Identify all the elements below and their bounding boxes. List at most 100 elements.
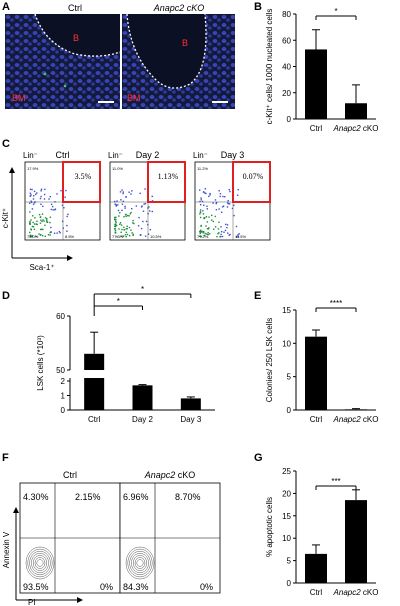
flow-event [122, 235, 125, 237]
y-tick-label: 5 [287, 557, 292, 566]
panel-letter-d: D [2, 290, 10, 302]
flow-event [208, 216, 210, 218]
panel-letter-g: G [254, 452, 263, 464]
flow-event [29, 222, 31, 225]
flow-event [125, 235, 127, 238]
flow-event [49, 195, 51, 198]
y-tick-label: 25 [282, 467, 291, 476]
ctrl-bm-label: BM [12, 93, 26, 103]
flow-event [119, 222, 122, 224]
flow-event [125, 231, 128, 234]
flow-event [144, 188, 146, 190]
flow-event [203, 217, 205, 219]
y-axis-title: c-Kit⁺ cells/ 1000 nucleated cells [265, 9, 274, 125]
y-tick-label: 60 [282, 36, 291, 45]
flow-event [151, 195, 153, 198]
flow-event [61, 220, 64, 223]
lsk-gate-0 [62, 161, 101, 203]
flow-event [208, 195, 210, 198]
quadrant-q1-percent-2: 11.2% [197, 166, 208, 171]
flow-event [40, 188, 43, 190]
flow-plot-title-0: Ctrl [63, 470, 77, 480]
flow-event [54, 209, 56, 211]
flow-event [36, 223, 38, 226]
flow-event [123, 229, 126, 231]
flow-event [220, 235, 222, 238]
flow-event [145, 220, 148, 223]
flow-event [149, 210, 151, 212]
flow-event [118, 215, 120, 217]
y-axis-title: LSK cells (*10³) [36, 335, 45, 391]
flow-event [202, 232, 204, 234]
flow-event [141, 205, 143, 207]
flow-plot-title-1: Day 2 [136, 150, 160, 160]
flow-event [202, 210, 204, 212]
flow-event [50, 226, 52, 229]
category-label-1: Anapc2 cKO [333, 588, 379, 597]
significance-marker: **** [330, 299, 342, 308]
category-label-2: Day 3 [180, 415, 201, 424]
flow-event [29, 202, 31, 205]
y-tick-label: 10 [282, 339, 291, 348]
flow-event [208, 233, 211, 235]
bar-0 [305, 553, 327, 583]
flow-event [132, 233, 134, 236]
flow-event [220, 211, 223, 213]
y-tick-label: 20 [282, 489, 291, 498]
ctrl-bone-label: B [73, 33, 80, 43]
flow-event [139, 192, 141, 195]
bar-upper-0 [84, 353, 105, 370]
contour-line [125, 546, 155, 580]
flow-event [42, 205, 44, 208]
panel-letter-e: E [254, 290, 262, 302]
flow-event [203, 234, 206, 237]
panel-a-cko-title: Anapc2 cKO [153, 3, 205, 13]
flow-event [114, 229, 117, 232]
x-axis-title: Sca-1⁺ [29, 263, 54, 272]
significance-marker: *** [331, 477, 340, 486]
flow-event [228, 234, 230, 236]
flow-event [228, 203, 231, 205]
flow-event [221, 206, 224, 208]
flow-event [200, 225, 202, 227]
flow-event [142, 220, 144, 223]
flow-event [199, 216, 202, 219]
flow-event [42, 228, 44, 231]
flow-event [41, 213, 44, 215]
flow-event [43, 193, 46, 196]
panel-f-flow-plots: Ctrl 4.30% 2.15% 93.5% 0% Anapc2 cKO 6.96% 8.70… [2, 470, 221, 606]
chart-d: 0 1 2 50 60 Ctrl Day 2 Day 3 LSK cells (*10³) * * [36, 285, 215, 424]
flow-event [218, 208, 220, 210]
flow-event [128, 226, 131, 229]
flow-event [151, 200, 154, 202]
cko-bm-label: BM [127, 93, 141, 103]
upper-right-percent-0: 2.15% [75, 492, 101, 502]
flow-event [114, 219, 117, 221]
flow-event [40, 190, 42, 192]
flow-event [114, 232, 117, 234]
y-tick-label: 50 [56, 366, 65, 375]
flow-event [122, 191, 124, 193]
flow-event [44, 188, 46, 191]
flow-event [127, 214, 129, 217]
flow-event [148, 206, 150, 208]
flow-event [29, 211, 31, 213]
flow-event [49, 221, 51, 224]
flow-event [40, 219, 42, 221]
flow-event [206, 208, 209, 210]
flow-event [199, 200, 201, 203]
lsk-gate-1 [147, 161, 186, 203]
flow-event [224, 223, 227, 226]
flow-event [144, 235, 147, 237]
flow-event [49, 234, 51, 236]
contour-line [132, 555, 148, 571]
flow-event [120, 231, 122, 233]
flow-event [122, 192, 124, 195]
flow-event [33, 228, 36, 231]
flow-event [125, 196, 127, 198]
lower-right-percent-1: 0% [200, 582, 213, 592]
flow-event [126, 225, 128, 227]
lsk-gate-percent-2: 0.07% [243, 172, 264, 181]
flow-event [39, 234, 42, 236]
flow-event [29, 221, 31, 224]
